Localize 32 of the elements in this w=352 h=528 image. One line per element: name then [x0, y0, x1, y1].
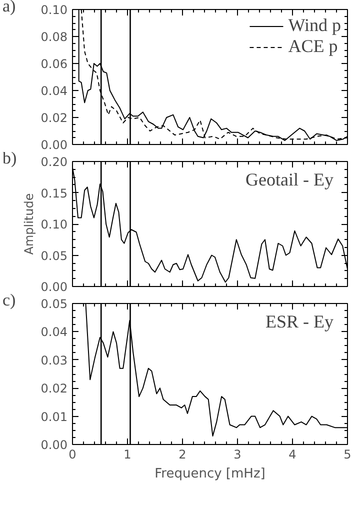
x-tick-label: 2 — [178, 448, 186, 462]
y-tick-label: 0.00 — [40, 138, 68, 152]
y-tick-label: 0.01 — [40, 410, 68, 424]
y-axis-title: Amplitude — [22, 193, 36, 255]
legend-label: Geotail - Ey — [246, 170, 334, 190]
x-tick-label: 5 — [344, 448, 352, 462]
x-axis-title: Frequency [mHz] — [154, 466, 266, 482]
y-tick-label: 0.04 — [40, 325, 68, 340]
x-tick-label: 0 — [68, 448, 76, 462]
legend-label: Wind p — [288, 15, 341, 36]
y-tick-label: 0.05 — [40, 297, 68, 311]
y-tick-label: 0.15 — [40, 186, 68, 200]
y-tick-label: 0.10 — [40, 3, 68, 17]
y-tick-label: 0.06 — [40, 57, 68, 71]
y-tick-label: 0.03 — [40, 353, 68, 368]
legend-label: ACE p — [288, 36, 338, 57]
y-tick-label: 0.00 — [40, 438, 68, 452]
y-tick-label: 0.08 — [40, 30, 68, 44]
x-tick-label: 4 — [288, 448, 296, 462]
y-tick-label: 0.02 — [40, 111, 68, 125]
x-tick-label: 1 — [124, 448, 132, 462]
y-tick-label: 0.20 — [40, 155, 68, 169]
y-tick-label: 0.00 — [40, 280, 68, 294]
y-tick-label: 0.04 — [40, 84, 68, 98]
legend-label: ESR - Ey — [266, 312, 334, 332]
x-tick-label: 3 — [234, 448, 242, 462]
y-tick-label: 0.05 — [40, 248, 68, 263]
chart-title: c) — [2, 290, 16, 310]
y-tick-label: 0.02 — [40, 382, 68, 396]
y-tick-label: 0.10 — [40, 218, 68, 232]
chart-title: b) — [2, 148, 17, 168]
chart-title: a) — [2, 0, 16, 16]
